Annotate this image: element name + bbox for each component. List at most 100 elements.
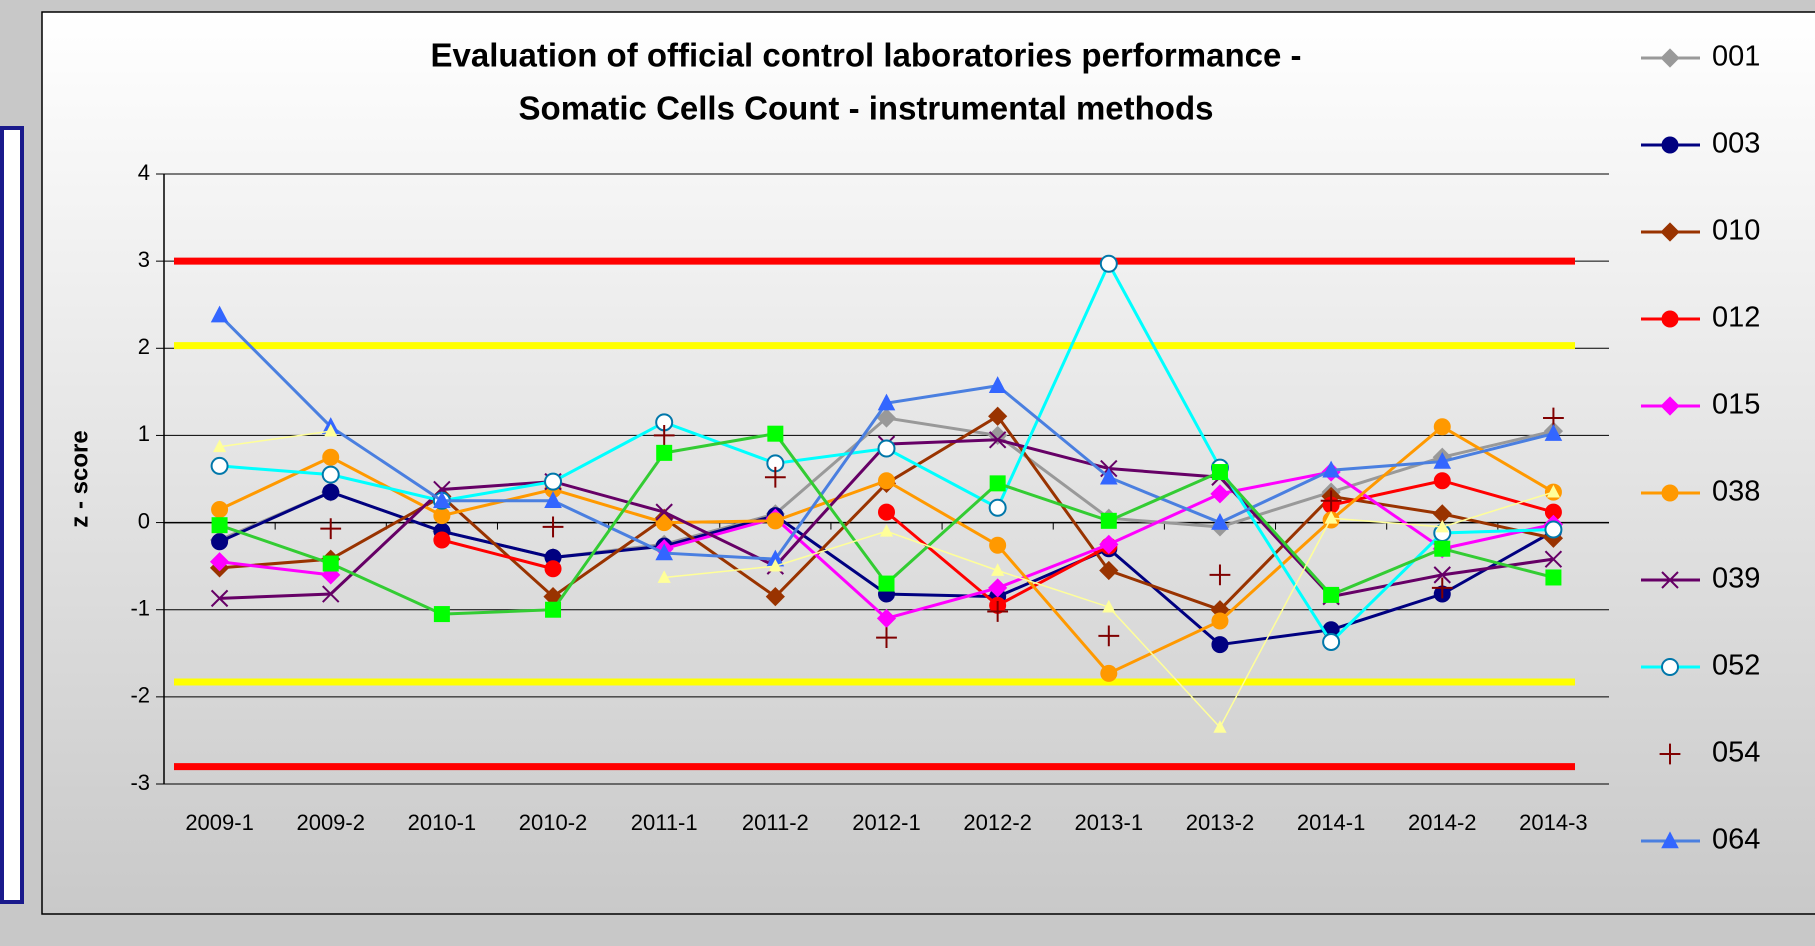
marker xyxy=(1099,560,1119,581)
marker xyxy=(655,514,673,532)
y-axis-label: z - score xyxy=(66,430,93,527)
marker xyxy=(988,376,1007,393)
marker xyxy=(212,439,227,453)
marker xyxy=(1099,254,1118,273)
marker xyxy=(545,601,562,618)
marker xyxy=(1544,550,1563,568)
x-tick-label: 2009-2 xyxy=(296,810,365,835)
x-tick-label: 2011-2 xyxy=(742,810,809,835)
marker xyxy=(1660,396,1680,416)
y-tick-label: 4 xyxy=(138,160,150,185)
marker xyxy=(1432,504,1452,524)
x-tick-label: 2012-2 xyxy=(963,810,1032,835)
plot: -3 -2 -1 0 1 2 3 4 2009-1 2009-2 2010-1 2010-2 2011-… xyxy=(130,160,1609,835)
marker xyxy=(1322,632,1341,651)
y-tick-label: 2 xyxy=(138,334,150,359)
marker xyxy=(988,425,1008,446)
marker xyxy=(1100,467,1118,485)
chart-title: Evaluation of official control laborator… xyxy=(431,37,1302,74)
legend-label: 064 xyxy=(1712,824,1760,856)
marker xyxy=(211,501,229,518)
legend-label: 010 xyxy=(1712,215,1760,247)
marker xyxy=(1098,625,1120,647)
marker xyxy=(320,518,342,540)
marker xyxy=(766,512,784,530)
marker xyxy=(1546,484,1561,498)
marker xyxy=(1659,743,1681,765)
marker xyxy=(766,549,785,567)
marker xyxy=(764,466,786,488)
x-tick-label: 2014-2 xyxy=(1408,810,1477,835)
marker xyxy=(1322,460,1340,478)
x-tick-label: 2009-1 xyxy=(185,810,254,835)
marker xyxy=(988,498,1007,517)
marker xyxy=(543,587,563,607)
marker xyxy=(989,475,1006,492)
marker xyxy=(322,448,340,466)
marker xyxy=(877,393,896,411)
marker xyxy=(1433,418,1451,436)
marker xyxy=(1661,571,1679,589)
marker xyxy=(1211,636,1229,654)
marker xyxy=(1211,612,1229,630)
x-tick-label: 2010-1 xyxy=(408,810,477,835)
marker xyxy=(653,425,675,446)
x-tick-label: 2013-1 xyxy=(1075,810,1144,835)
marker xyxy=(1660,222,1680,242)
marker xyxy=(1661,484,1679,502)
marker xyxy=(1661,310,1679,328)
x-tick-label: 2010-2 xyxy=(519,810,588,835)
marker xyxy=(988,431,1007,449)
marker xyxy=(657,570,671,583)
marker xyxy=(655,543,673,561)
marker xyxy=(1435,519,1449,533)
chart-area xyxy=(41,11,1815,915)
marker xyxy=(544,560,562,578)
marker xyxy=(1544,424,1563,441)
marker xyxy=(1544,520,1563,539)
y-tick-label: -1 xyxy=(130,596,150,621)
legend-label: 038 xyxy=(1712,476,1760,508)
legend-label: 054 xyxy=(1712,737,1760,769)
marker xyxy=(1661,658,1679,676)
marker xyxy=(988,578,1008,598)
marker xyxy=(433,507,451,525)
marker xyxy=(991,563,1005,576)
marker xyxy=(878,503,895,521)
marker xyxy=(656,444,673,461)
marker xyxy=(1099,534,1119,554)
marker xyxy=(878,472,895,490)
marker xyxy=(1213,720,1227,733)
marker xyxy=(1211,512,1229,530)
marker xyxy=(1320,490,1342,512)
marker xyxy=(1660,48,1680,68)
y-tick-label: -3 xyxy=(130,770,150,795)
marker xyxy=(876,408,897,428)
chart-subtitle: Somatic Cells Count - instrumental metho… xyxy=(519,90,1214,127)
marker xyxy=(544,491,562,508)
legend-label: 003 xyxy=(1712,128,1760,160)
marker xyxy=(1324,511,1338,524)
y-tick-label: -2 xyxy=(130,683,150,708)
marker xyxy=(1434,540,1451,557)
marker xyxy=(433,531,451,549)
x-tick-label: 2014-3 xyxy=(1519,810,1588,835)
marker xyxy=(655,503,673,521)
marker xyxy=(1545,569,1562,586)
marker xyxy=(322,483,340,501)
marker xyxy=(210,305,229,323)
marker xyxy=(989,536,1007,554)
y-tick-label: 1 xyxy=(138,421,150,446)
legend: 001 003 010 012 015 038 039 052 054 064 060 xyxy=(1641,41,1760,914)
marker xyxy=(1209,564,1231,586)
marker xyxy=(211,533,229,551)
x-tick-label: 2011-1 xyxy=(631,810,698,835)
marker xyxy=(1323,586,1340,603)
marker xyxy=(1211,464,1228,481)
marker xyxy=(877,439,896,458)
x-tick-label: 2014-1 xyxy=(1297,810,1366,835)
x-tick-label: 2013-2 xyxy=(1186,810,1255,835)
marker xyxy=(433,491,451,508)
